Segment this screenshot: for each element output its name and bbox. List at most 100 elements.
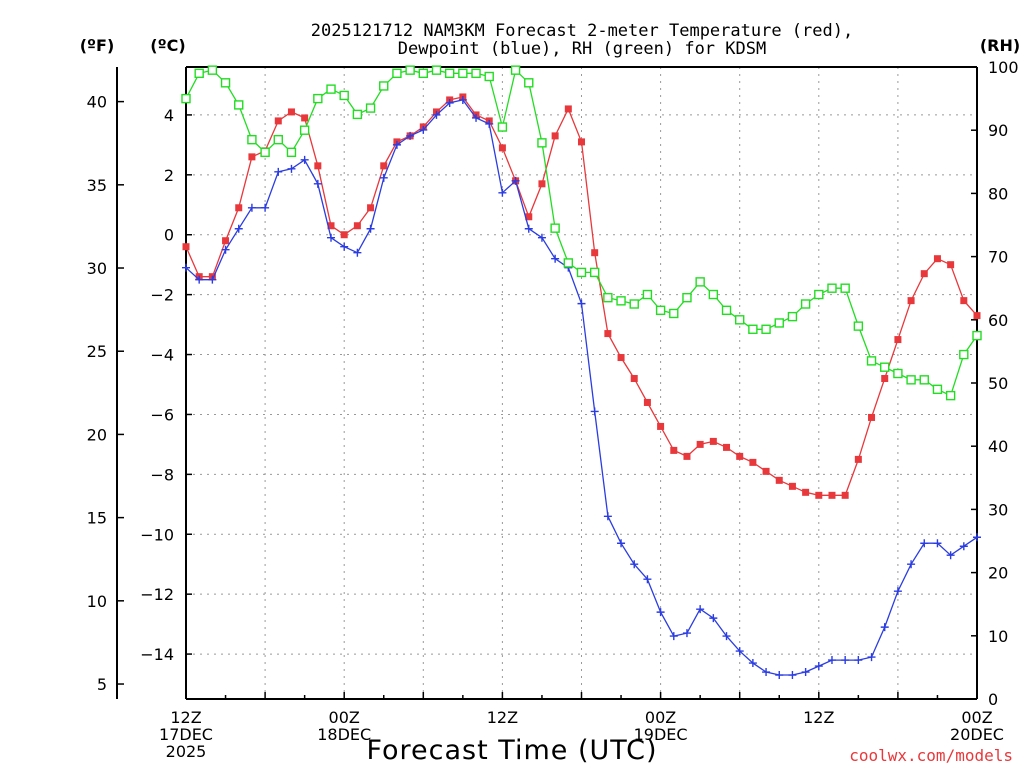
temperature-point	[762, 467, 770, 475]
dewpoint-point	[300, 155, 309, 164]
celsius-tick-label: −8	[150, 465, 174, 484]
dewpoint-point	[959, 542, 968, 551]
rh-point	[524, 78, 534, 88]
chart-title-line-2: Dewpoint (blue), RH (green) for KDSM	[398, 39, 766, 59]
temperature-point	[630, 375, 638, 383]
rh-point	[748, 324, 758, 334]
dewpoint-point	[379, 173, 388, 182]
dewpoint-point	[419, 125, 428, 134]
rh-point	[471, 68, 481, 79]
dewpoint-point	[827, 656, 836, 665]
fahrenheit-tick-label: 15	[87, 509, 107, 528]
rh-point	[365, 103, 376, 113]
temperature-point	[723, 443, 731, 451]
dewpoint-point	[735, 647, 744, 656]
rh-point	[787, 311, 798, 322]
celsius-unit-label: (ºC)	[150, 36, 185, 55]
rh-point	[392, 68, 402, 79]
temperature-point	[617, 354, 625, 362]
axes: 403530252015105420−2−4−6−8−10−12−1410090…	[87, 58, 1019, 761]
temperature-point	[933, 255, 941, 263]
temperature-point	[353, 222, 361, 230]
rh-point	[919, 375, 929, 385]
dewpoint-point	[287, 164, 296, 173]
rh-tick-label: 80	[988, 184, 1008, 203]
dewpoint-point	[182, 263, 190, 272]
source-credit: coolwx.com/models	[849, 746, 1013, 765]
rh-point	[497, 122, 508, 132]
dewpoint-series	[182, 95, 981, 680]
rh-tick-label: 20	[988, 564, 1008, 583]
dewpoint-point	[458, 95, 467, 104]
dewpoint-point	[432, 110, 441, 119]
dewpoint-point	[775, 671, 784, 680]
dewpoint-point	[920, 539, 929, 548]
temperature-point	[749, 458, 757, 466]
temperature-point	[973, 312, 981, 320]
x-tick-label: 19DEC	[634, 725, 688, 744]
rh-series	[181, 65, 982, 401]
temperature-point	[670, 446, 678, 454]
x-tick-label: 20DEC	[950, 725, 1004, 744]
rh-point	[840, 283, 850, 293]
rh-point	[880, 362, 890, 372]
dewpoint-point	[366, 224, 375, 233]
dewpoint-point	[274, 167, 283, 176]
fahrenheit-tick-label: 30	[87, 259, 107, 278]
celsius-tick-label: −10	[140, 525, 174, 544]
dewpoint-point	[340, 242, 349, 251]
temperature-point	[248, 153, 256, 161]
temperature-point	[367, 204, 375, 212]
rh-point	[616, 296, 626, 306]
dewpoint-point	[682, 629, 691, 638]
temperature-point	[380, 162, 388, 170]
rh-point	[827, 283, 837, 293]
rh-point	[695, 277, 705, 287]
fahrenheit-tick-label: 5	[97, 675, 107, 694]
rh-point	[352, 109, 363, 120]
rh-point	[669, 308, 679, 319]
dewpoint-point	[933, 539, 942, 548]
dewpoint-point	[590, 407, 599, 416]
rh-tick-label: 60	[988, 311, 1008, 330]
temperature-point	[960, 297, 968, 305]
rh-tick-label: 0	[988, 690, 998, 709]
rh-point	[735, 315, 745, 325]
rh-point	[972, 330, 982, 341]
rh-point	[959, 349, 969, 360]
rh-point	[326, 84, 336, 94]
rh-point	[431, 65, 442, 75]
rh-point	[444, 68, 455, 79]
celsius-tick-label: 0	[164, 226, 174, 245]
rh-point	[379, 81, 389, 91]
temperature-point	[525, 213, 533, 221]
celsius-tick-label: −12	[140, 585, 174, 604]
dewpoint-point	[841, 656, 850, 665]
dewpoint-point	[327, 233, 336, 242]
x-tick-label: 12Z	[170, 708, 201, 727]
temperature-point	[182, 243, 190, 251]
dewpoint-point	[880, 623, 889, 632]
rh-point	[405, 65, 415, 75]
temperature-point	[301, 114, 309, 122]
dewpoint-point	[801, 668, 810, 677]
rh-point	[234, 100, 244, 110]
celsius-tick-label: −14	[140, 645, 174, 664]
temperature-point	[657, 422, 665, 430]
fahrenheit-tick-label: 20	[87, 425, 107, 444]
temperature-point	[736, 452, 744, 460]
x-tick-label: 00Z	[645, 708, 676, 727]
temperature-point	[841, 491, 849, 499]
x-tick-label: 2025	[166, 742, 207, 761]
dewpoint-point	[511, 176, 520, 185]
x-tick-label: 17DEC	[159, 725, 213, 744]
rh-point	[247, 134, 257, 145]
dewpoint-point	[788, 671, 797, 680]
dewpoint-point	[722, 632, 731, 641]
rh-point	[721, 305, 732, 316]
rh-point	[313, 93, 323, 104]
rh-tick-label: 70	[988, 248, 1008, 267]
rh-point	[458, 68, 468, 79]
temperature-point	[340, 231, 348, 239]
